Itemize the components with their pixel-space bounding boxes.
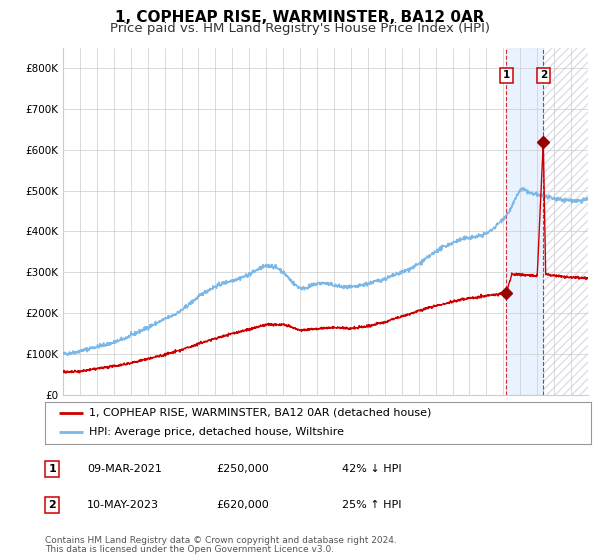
Text: 25% ↑ HPI: 25% ↑ HPI (342, 500, 401, 510)
Text: 42% ↓ HPI: 42% ↓ HPI (342, 464, 401, 474)
Bar (543, 48, 588, 395)
Text: 2: 2 (49, 500, 56, 510)
Text: £620,000: £620,000 (216, 500, 269, 510)
Text: £250,000: £250,000 (216, 464, 269, 474)
Text: HPI: Average price, detached house, Wiltshire: HPI: Average price, detached house, Wilt… (89, 427, 344, 437)
Text: 09-MAR-2021: 09-MAR-2021 (87, 464, 162, 474)
Bar (506, 48, 543, 395)
Text: 2: 2 (539, 71, 547, 81)
Bar (543, 48, 588, 395)
Text: 1, COPHEAP RISE, WARMINSTER, BA12 0AR: 1, COPHEAP RISE, WARMINSTER, BA12 0AR (115, 10, 485, 25)
Text: Contains HM Land Registry data © Crown copyright and database right 2024.: Contains HM Land Registry data © Crown c… (45, 536, 397, 545)
Text: 1: 1 (49, 464, 56, 474)
Text: 10-MAY-2023: 10-MAY-2023 (87, 500, 159, 510)
Text: 1: 1 (503, 71, 510, 81)
Text: Price paid vs. HM Land Registry's House Price Index (HPI): Price paid vs. HM Land Registry's House … (110, 22, 490, 35)
Text: This data is licensed under the Open Government Licence v3.0.: This data is licensed under the Open Gov… (45, 545, 334, 554)
Text: 1, COPHEAP RISE, WARMINSTER, BA12 0AR (detached house): 1, COPHEAP RISE, WARMINSTER, BA12 0AR (d… (89, 408, 431, 418)
